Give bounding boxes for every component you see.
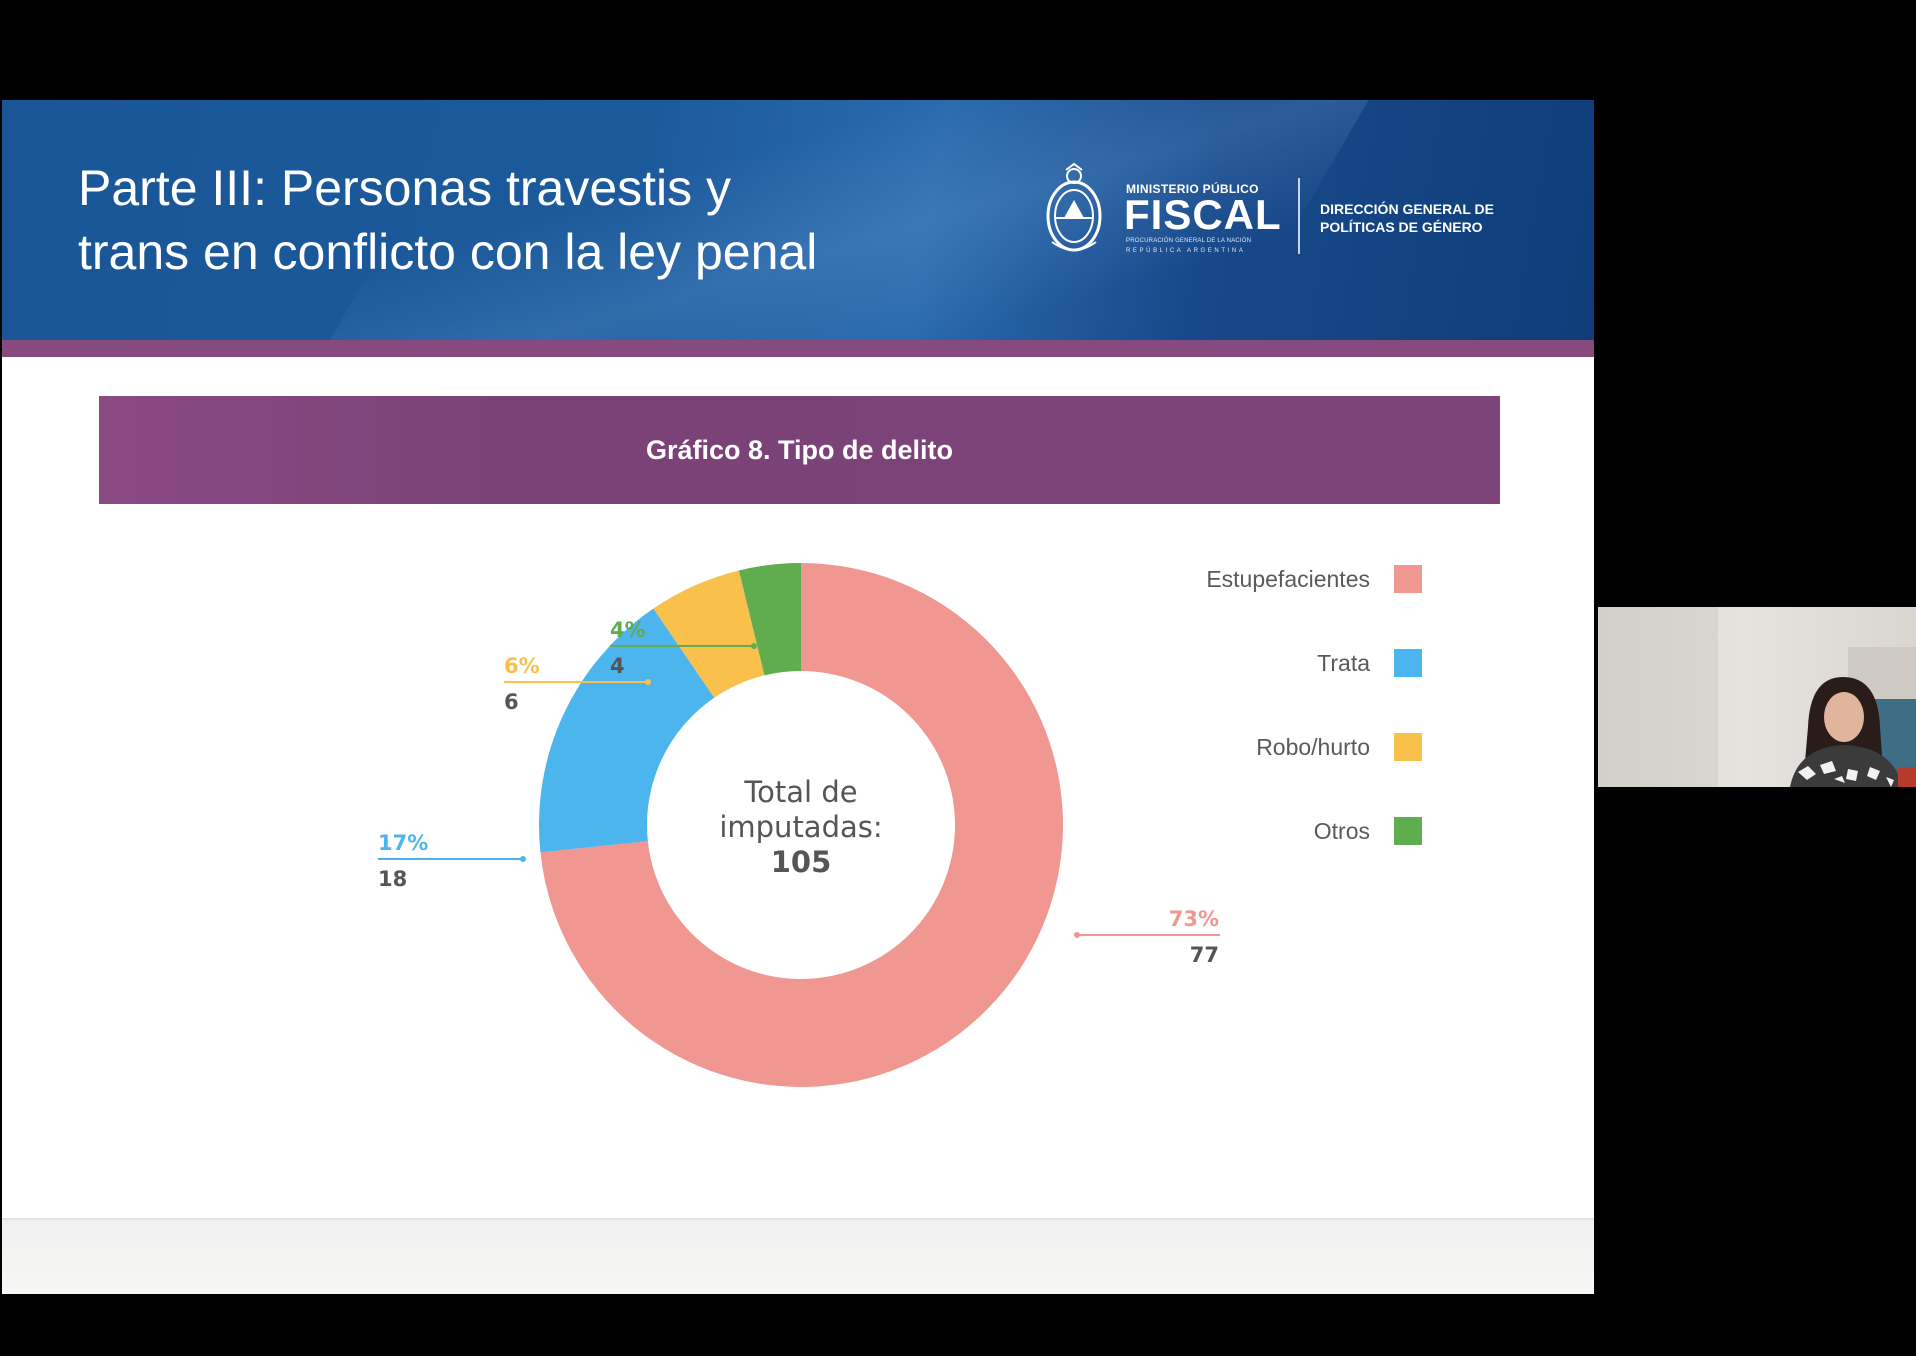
donut-slice-trata	[538, 608, 715, 853]
leader-dot-robo-hurto	[645, 679, 651, 685]
center-label-line-1: Total de	[743, 775, 857, 809]
chart-title: Gráfico 8. Tipo de delito	[645, 434, 954, 465]
percent-label-robo-hurto: 6%	[504, 654, 540, 678]
slide-title-line-1: Parte III: Personas travestis y	[78, 160, 732, 216]
slide-title-line-2: trans en conflicto con la ley penal	[78, 224, 818, 280]
ministerio-publico-fiscal-logo: MINISTERIO PÚBLICO FISCAL PROCURACIÓN GE…	[1042, 162, 1522, 262]
legend-label-otros: Otros	[1313, 818, 1370, 844]
value-label-robo-hurto: 6	[504, 690, 519, 714]
logo-divider	[1298, 178, 1300, 254]
percent-label-trata: 17%	[378, 831, 428, 855]
logo-procuracion-text: PROCURACIÓN GENERAL DE LA NACIÓN	[1126, 238, 1252, 244]
donut-slice-otros	[738, 563, 801, 676]
percent-label-estupefacientes: 73%	[1169, 907, 1219, 931]
logo-direccion-line-2: POLÍTICAS DE GÉNERO	[1320, 219, 1483, 235]
legend-swatch-trata	[1394, 649, 1422, 677]
participant-video-tile[interactable]	[1598, 607, 1916, 787]
legend-swatch-robo-hurto	[1394, 733, 1422, 761]
legend-item-otros: Otros	[1132, 810, 1422, 894]
leader-dot-otros	[751, 643, 757, 649]
value-label-otros: 4	[610, 654, 625, 678]
value-label-trata: 18	[378, 867, 407, 891]
legend-item-estupefacientes: Estupefacientes	[1132, 558, 1422, 642]
slide-header: Parte III: Personas travestis y trans en…	[2, 100, 1594, 340]
legend-swatch-estupefacientes	[1394, 565, 1422, 593]
logo-fiscal-text: FISCAL	[1124, 191, 1282, 238]
slide-footer	[2, 1218, 1594, 1294]
presentation-slide: Parte III: Personas travestis y trans en…	[2, 100, 1594, 1294]
leader-dot-estupefacientes	[1074, 932, 1080, 938]
slide-title: Parte III: Personas travestis y trans en…	[78, 156, 938, 284]
chart-title-banner: Gráfico 8. Tipo de delito	[99, 396, 1500, 504]
legend-label-trata: Trata	[1317, 650, 1370, 676]
legend-item-robo-hurto: Robo/hurto	[1132, 726, 1422, 810]
percent-label-otros: 4%	[610, 618, 646, 642]
donut-slice-robo-hurto	[653, 570, 765, 698]
legend-label-estupefacientes: Estupefacientes	[1206, 566, 1370, 592]
chart-legend: Estupefacientes Trata Robo/hurto Otros	[1132, 558, 1422, 894]
center-total: 105	[771, 845, 832, 879]
logo-republica-text: REPÚBLICA ARGENTINA	[1126, 248, 1246, 254]
donut-slice-estupefacientes	[540, 563, 1064, 1087]
logo-ministerio-text: MINISTERIO PÚBLICO	[1126, 182, 1259, 196]
legend-label-robo-hurto: Robo/hurto	[1256, 734, 1370, 760]
participant-person-icon	[1598, 607, 1916, 787]
value-label-estupefacientes: 77	[1190, 943, 1219, 967]
legend-swatch-otros	[1394, 817, 1422, 845]
logo-direccion-text: DIRECCIÓN GENERAL DE POLÍTICAS DE GÉNERO	[1320, 200, 1494, 236]
argentina-seal-icon	[1046, 162, 1102, 252]
header-accent-bar	[2, 340, 1594, 357]
logo-direccion-line-1: DIRECCIÓN GENERAL DE	[1320, 201, 1494, 217]
legend-item-trata: Trata	[1132, 642, 1422, 726]
center-label-line-2: imputadas:	[719, 810, 882, 844]
leader-dot-trata	[520, 856, 526, 862]
